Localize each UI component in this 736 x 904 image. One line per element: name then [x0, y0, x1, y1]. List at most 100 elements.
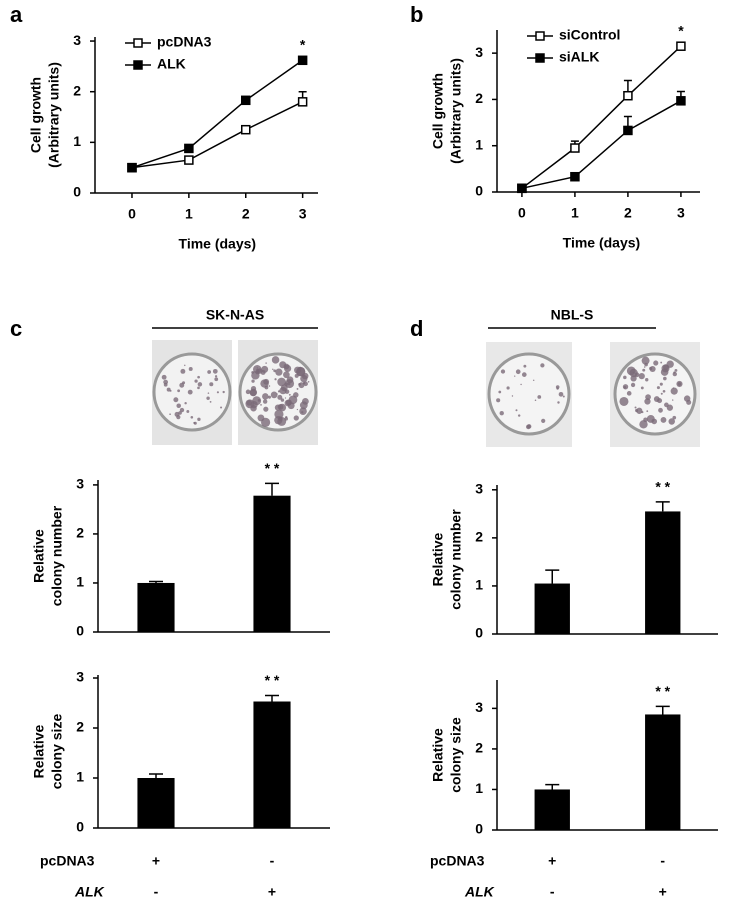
colony: [556, 387, 559, 390]
colony: [176, 403, 181, 409]
colony: [257, 399, 261, 402]
marker: [623, 90, 633, 101]
dish: [487, 352, 571, 436]
colony: [634, 406, 637, 409]
colony: [534, 399, 537, 402]
colony: [664, 402, 669, 408]
error-bar: [545, 783, 560, 790]
colony: [676, 380, 683, 388]
annotation: * *: [265, 672, 280, 688]
colony: [277, 416, 287, 426]
colony: [179, 407, 185, 413]
error-bar: [655, 501, 670, 512]
marker: [676, 41, 686, 51]
y-tick-label: 3: [475, 699, 483, 715]
panel-label: a: [10, 2, 23, 27]
annotation: * *: [655, 479, 670, 495]
colony: [207, 370, 212, 374]
colony: [193, 421, 196, 424]
annotation: *: [300, 36, 306, 52]
y-tick-label: 2: [475, 740, 483, 756]
colony: [521, 372, 527, 377]
colony: [184, 364, 186, 367]
colony: [300, 374, 308, 383]
marker: [241, 124, 251, 135]
panel-title: NBL-S: [551, 307, 594, 323]
colony: [557, 401, 560, 404]
colony: [251, 379, 255, 383]
colony: [670, 387, 678, 395]
colony: [498, 390, 502, 394]
colony: [302, 373, 305, 377]
colony: [645, 378, 649, 382]
colony: [499, 411, 504, 416]
colony: [623, 386, 627, 389]
y-tick-label: 3: [73, 32, 81, 48]
series-line: [131, 59, 304, 169]
y-tick-label: 2: [76, 719, 84, 735]
x-axis-label: Time (days): [563, 235, 641, 251]
colony: [668, 418, 675, 425]
colony: [626, 391, 632, 396]
colony: [532, 379, 535, 382]
colony: [166, 387, 171, 392]
colony: [173, 397, 179, 403]
colony: [558, 391, 564, 397]
condition-label: ALK: [464, 884, 495, 900]
series-line: [521, 45, 682, 189]
colony: [646, 415, 655, 423]
marker: [623, 125, 633, 136]
colony: [207, 392, 210, 394]
colony: [643, 417, 648, 423]
colony: [263, 378, 270, 385]
colony: [284, 364, 292, 373]
x-tick-label: 0: [518, 205, 526, 221]
colony: [262, 399, 268, 404]
bar: [534, 583, 570, 634]
colony: [540, 363, 545, 368]
colony: [649, 365, 656, 373]
colony: [523, 364, 527, 368]
marker: [517, 183, 527, 194]
legend-marker: [133, 38, 143, 48]
colony: [562, 395, 565, 398]
colony: [506, 386, 510, 390]
colony: [190, 415, 194, 419]
y-tick-label: 1: [76, 769, 84, 785]
y-tick-label: 2: [73, 82, 81, 98]
colony: [246, 399, 252, 406]
colony: [271, 356, 280, 364]
colony: [520, 383, 522, 386]
bar: [645, 714, 681, 830]
colony: [209, 400, 212, 403]
condition-value: -: [270, 853, 275, 869]
colony: [268, 385, 271, 387]
colony: [686, 399, 692, 405]
colony: [645, 394, 651, 401]
colony: [639, 420, 648, 429]
colony: [216, 391, 219, 394]
colony: [298, 366, 302, 371]
colony: [261, 365, 269, 373]
colony: [222, 390, 225, 394]
colony: [263, 406, 269, 412]
colony: [299, 401, 308, 410]
y-axis-label: colony size: [49, 714, 65, 790]
panel-label: c: [10, 316, 22, 341]
colony: [179, 382, 185, 388]
condition-label: pcDNA3: [40, 853, 95, 869]
colony: [256, 368, 260, 372]
colony: [177, 389, 181, 393]
y-tick-label: 3: [76, 476, 84, 492]
y-axis-label: colony size: [448, 717, 464, 793]
y-axis-label: Relative: [31, 724, 47, 778]
legend-marker: [535, 31, 545, 41]
colony: [245, 389, 251, 395]
colony: [626, 366, 636, 376]
colony: [672, 399, 674, 401]
annotation: * *: [655, 683, 670, 699]
colony: [634, 372, 640, 378]
colony: [188, 366, 193, 371]
colony: [653, 360, 659, 366]
